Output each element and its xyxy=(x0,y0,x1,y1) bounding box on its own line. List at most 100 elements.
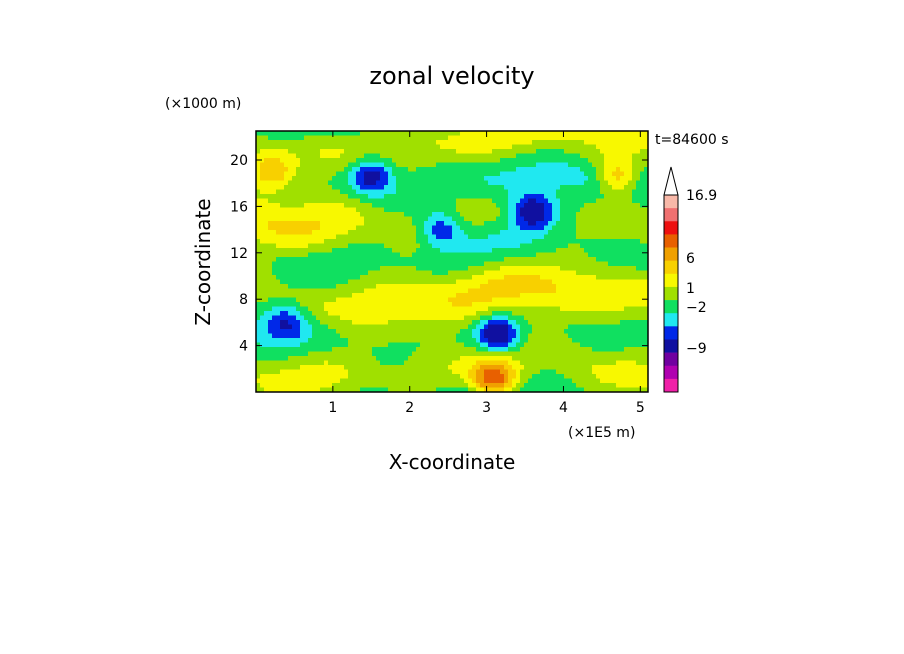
contour-cell xyxy=(636,297,641,303)
contour-cell xyxy=(292,203,297,209)
contour-cell xyxy=(500,212,505,218)
contour-cell xyxy=(488,207,493,213)
contour-cell xyxy=(380,212,385,218)
contour-cell xyxy=(624,144,629,150)
contour-cell xyxy=(576,306,581,312)
contour-cell xyxy=(636,185,641,191)
contour-cell xyxy=(360,153,365,159)
contour-cell xyxy=(460,306,465,312)
contour-cell xyxy=(504,158,509,164)
contour-cell xyxy=(604,225,609,231)
contour-cell xyxy=(376,167,381,173)
contour-cell xyxy=(380,216,385,222)
contour-cell xyxy=(504,266,509,272)
contour-cell xyxy=(528,189,533,195)
contour-cell xyxy=(620,194,625,200)
contour-cell xyxy=(628,131,633,137)
contour-cell xyxy=(260,203,265,209)
contour-cell xyxy=(628,149,633,155)
contour-cell xyxy=(612,216,617,222)
contour-cell xyxy=(552,216,557,222)
contour-cell xyxy=(404,261,409,267)
contour-cell xyxy=(300,198,305,204)
contour-cell xyxy=(472,135,477,141)
contour-cell xyxy=(564,194,569,200)
contour-cell xyxy=(592,333,597,339)
contour-cell xyxy=(372,162,377,168)
contour-cell xyxy=(284,149,289,155)
contour-cell xyxy=(264,302,269,308)
contour-cell xyxy=(272,324,277,330)
contour-cell xyxy=(356,293,361,299)
contour-cell xyxy=(376,284,381,290)
contour-cell xyxy=(464,212,469,218)
contour-cell xyxy=(568,203,573,209)
contour-cell xyxy=(412,216,417,222)
contour-cell xyxy=(384,333,389,339)
contour-cell xyxy=(548,207,553,213)
contour-cell xyxy=(396,270,401,276)
contour-cell xyxy=(284,131,289,137)
contour-cell xyxy=(256,252,261,258)
contour-cell xyxy=(364,216,369,222)
contour-cell xyxy=(424,194,429,200)
contour-cell xyxy=(344,243,349,249)
contour-cell xyxy=(516,270,521,276)
contour-cell xyxy=(312,239,317,245)
contour-cell xyxy=(440,158,445,164)
contour-cell xyxy=(596,135,601,141)
contour-cell xyxy=(460,167,465,173)
contour-cell xyxy=(304,279,309,285)
contour-cell xyxy=(384,203,389,209)
contour-cell xyxy=(464,216,469,222)
contour-cell xyxy=(480,234,485,240)
contour-cell xyxy=(340,167,345,173)
contour-cell xyxy=(564,230,569,236)
contour-cell xyxy=(468,198,473,204)
contour-cell xyxy=(572,131,577,137)
contour-cell xyxy=(520,162,525,168)
contour-cell xyxy=(584,149,589,155)
contour-cell xyxy=(636,153,641,159)
contour-cell xyxy=(416,293,421,299)
contour-cell xyxy=(332,167,337,173)
contour-cell xyxy=(484,194,489,200)
contour-cell xyxy=(624,248,629,254)
contour-cell xyxy=(560,149,565,155)
contour-cell xyxy=(408,261,413,267)
contour-cell xyxy=(560,198,565,204)
contour-cell xyxy=(308,284,313,290)
contour-cell xyxy=(264,243,269,249)
contour-cell xyxy=(584,216,589,222)
contour-cell xyxy=(448,306,453,312)
contour-cell xyxy=(412,162,417,168)
contour-cell xyxy=(324,180,329,186)
contour-cell xyxy=(544,297,549,303)
contour-cell xyxy=(360,311,365,317)
contour-cell xyxy=(496,306,501,312)
contour-cell xyxy=(600,153,605,159)
contour-cell xyxy=(576,158,581,164)
contour-cell xyxy=(516,230,521,236)
contour-cell xyxy=(520,311,525,317)
contour-cell xyxy=(336,324,341,330)
contour-cell xyxy=(596,216,601,222)
contour-cell xyxy=(436,297,441,303)
contour-cell xyxy=(472,315,477,321)
contour-cell xyxy=(404,279,409,285)
contour-cell xyxy=(544,248,549,254)
contour-cell xyxy=(392,225,397,231)
contour-cell xyxy=(560,162,565,168)
contour-cell xyxy=(516,225,521,231)
contour-cell xyxy=(536,185,541,191)
contour-cell xyxy=(436,198,441,204)
contour-cell xyxy=(292,135,297,141)
contour-cell xyxy=(604,306,609,312)
contour-cell xyxy=(296,320,301,326)
contour-cell xyxy=(456,198,461,204)
contour-cell xyxy=(392,167,397,173)
contour-cell xyxy=(588,257,593,263)
contour-cell xyxy=(548,351,553,357)
contour-cell xyxy=(328,338,333,344)
contour-cell xyxy=(308,347,313,353)
